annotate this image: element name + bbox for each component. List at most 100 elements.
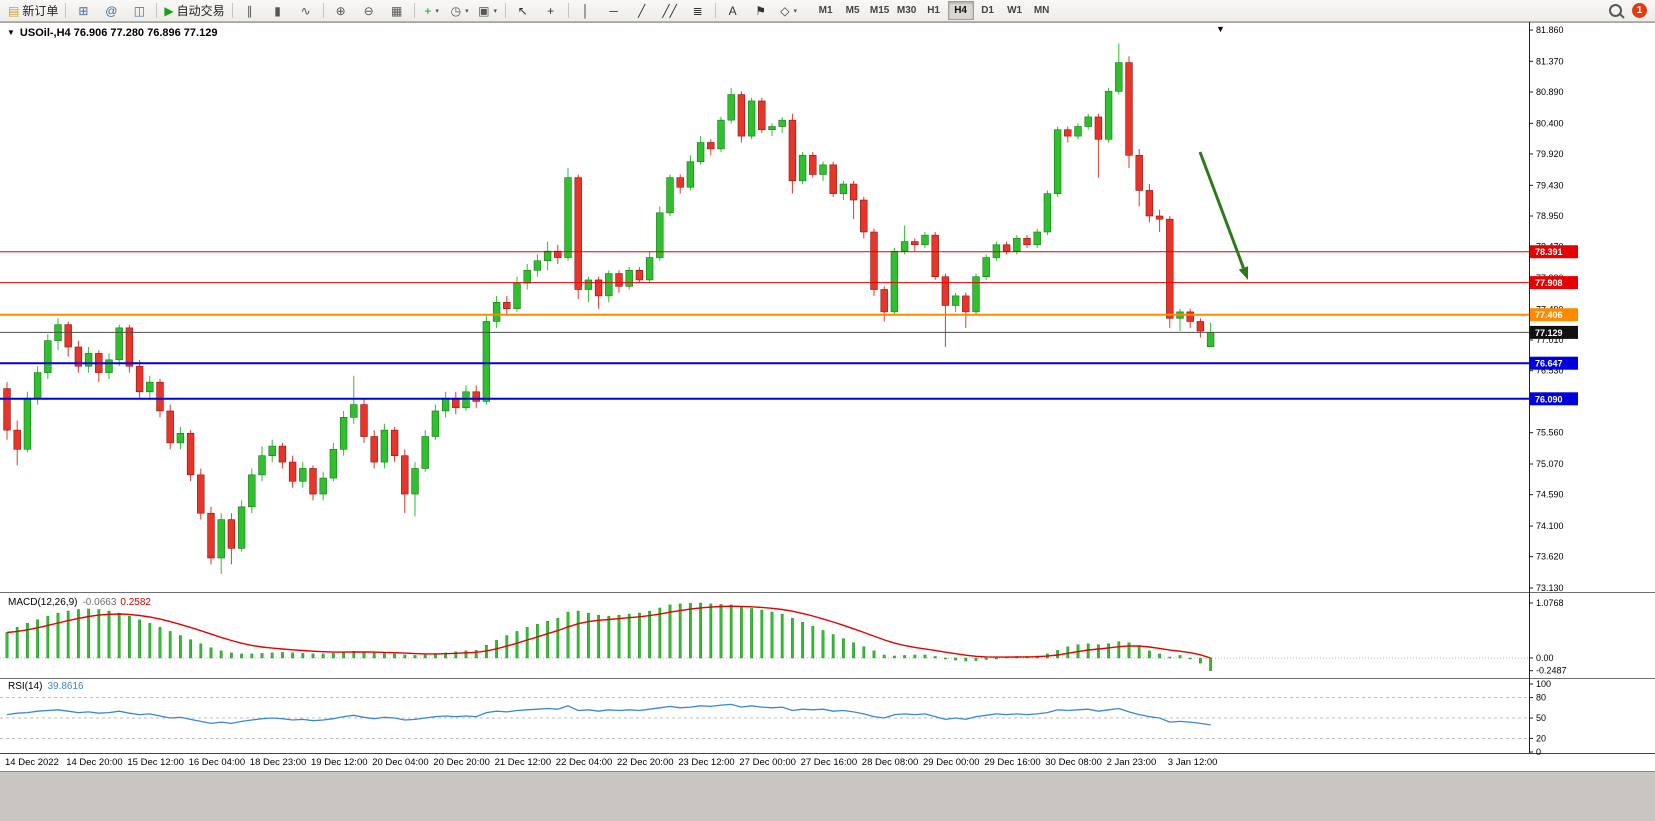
grid-icon: ▦ [390, 3, 403, 18]
price-axis[interactable] [1529, 22, 1655, 753]
chevron-down-icon[interactable]: ▾ [793, 7, 797, 15]
timeframe-d1-button[interactable]: D1 [981, 5, 994, 16]
svg-text:74.590: 74.590 [1536, 490, 1564, 500]
vertical-line-button[interactable]: │ [572, 0, 600, 21]
autotrade-icon: ▶ [164, 3, 174, 18]
timeframe-h4-button[interactable]: H4 [947, 1, 974, 20]
svg-text:77.010: 77.010 [1536, 335, 1564, 345]
svg-text:75.070: 75.070 [1536, 459, 1564, 469]
timeframe-m15-button[interactable]: M15 [869, 5, 890, 16]
svg-text:21 Dec 12:00: 21 Dec 12:00 [495, 757, 552, 768]
cursor-icon: ↖ [517, 3, 528, 18]
templates-button[interactable]: ▣ ▾ [474, 0, 502, 21]
timeframe-m1-button[interactable]: M1 [818, 5, 833, 16]
chevron-down-icon[interactable]: ▾ [493, 7, 498, 15]
candlestick-chart-button[interactable]: ▮ [264, 0, 292, 21]
svg-text:18 Dec 23:00: 18 Dec 23:00 [250, 757, 307, 768]
charts-grid-button[interactable]: ⊞ [69, 0, 97, 21]
chevron-down-icon[interactable]: ▾ [465, 7, 469, 15]
price-badge [1530, 245, 1578, 259]
svg-text:79.430: 79.430 [1536, 180, 1564, 190]
macd-main-value: -0.0663 [82, 597, 117, 608]
svg-text:80.890: 80.890 [1536, 87, 1564, 97]
arrow-annotation-head[interactable] [1238, 266, 1249, 280]
svg-text:73.620: 73.620 [1536, 552, 1564, 562]
label-button[interactable]: ⚑ [747, 0, 775, 21]
toolbar-separator [65, 3, 67, 18]
trendline-button[interactable]: ╱ [628, 0, 656, 21]
svg-text:30 Dec 08:00: 30 Dec 08:00 [1045, 757, 1102, 768]
price-badge [1530, 308, 1578, 322]
svg-text:78.950: 78.950 [1536, 211, 1564, 221]
crosshair-button[interactable]: + [537, 0, 565, 21]
svg-text:14 Dec 20:00: 14 Dec 20:00 [66, 757, 123, 768]
toolbar: ▤ 新订单 ⊞ @ ◫ ▶ 自动交易 ∥ ▮ ∿ ⊕ ⊖ ▦ + ▾ ◷ ▾ ▣ ▾ ↖ + │ ─ ╱ ╱╱ ≣ A ⚑ ◇ ▾ M1 M… [0, 0, 1655, 22]
navigator-button[interactable]: ◫ [125, 0, 153, 21]
svg-text:0: 0 [1536, 747, 1541, 757]
chart-canvas[interactable]: 81.860 81.370 80.890 80.400 79.920 79.430 78.9… [0, 22, 1655, 771]
new-order-button[interactable]: ▤ 新订单 [4, 0, 62, 21]
grid-button[interactable]: ▦ [383, 0, 411, 21]
svg-text:100: 100 [1536, 679, 1551, 689]
timeframe-mn-button[interactable]: MN [1033, 5, 1050, 16]
rsi-indicator-label: RSI(14) 39.8616 [8, 681, 84, 692]
cursor-button[interactable]: ↖ [509, 0, 537, 21]
rsi-name: RSI(14) [8, 681, 43, 692]
svg-text:29 Dec 00:00: 29 Dec 00:00 [923, 757, 980, 768]
svg-text:78.391: 78.391 [1535, 247, 1563, 257]
periods-button[interactable]: ◷ ▾ [446, 0, 474, 21]
window-bottom-strip [0, 771, 1655, 821]
label-icon: ⚑ [755, 3, 766, 18]
svg-text:73.130: 73.130 [1536, 583, 1564, 593]
channel-icon: ╱╱ [662, 3, 677, 18]
horizontal-line-icon: ─ [609, 3, 618, 18]
timeframe-w1-button[interactable]: W1 [1007, 5, 1023, 16]
candlestick-series [3, 43, 1215, 574]
timeframe-m30-button[interactable]: M30 [896, 5, 917, 16]
rsi-line [6, 703, 1211, 726]
market-watch-icon: @ [105, 3, 118, 18]
svg-text:81.370: 81.370 [1536, 56, 1564, 66]
rsi-value: 39.8616 [47, 681, 84, 692]
bar-chart-button[interactable]: ∥ [236, 0, 264, 21]
notification-badge[interactable]: 1 [1632, 3, 1647, 18]
new-order-icon: ▤ [8, 3, 20, 18]
time-axis-labels: 14 Dec 2022 14 Dec 20:00 15 Dec 12:00 16 De… [5, 757, 1217, 768]
svg-text:16 Dec 04:00: 16 Dec 04:00 [189, 757, 246, 768]
indicators-button[interactable]: + ▾ [418, 0, 446, 21]
crosshair-icon: + [547, 3, 555, 18]
zoom-in-icon: ⊕ [335, 3, 346, 18]
timeframe-m5-button[interactable]: M5 [845, 5, 860, 16]
timeframe-h1-button[interactable]: H1 [927, 5, 940, 16]
fibonacci-icon: ≣ [692, 3, 703, 18]
macd-signal-value: 0.2582 [120, 597, 151, 608]
svg-text:76.530: 76.530 [1536, 366, 1564, 376]
chart-collapse-icon[interactable]: ▼ [7, 28, 15, 37]
svg-text:81.860: 81.860 [1536, 25, 1564, 35]
shapes-button[interactable]: ◇ ▾ [775, 0, 803, 21]
chart-title: ▼ USOil-,H4 76.906 77.280 76.896 77.129 [7, 27, 217, 39]
autotrade-button[interactable]: ▶ 自动交易 [160, 0, 228, 21]
time-axis[interactable] [0, 753, 1529, 771]
market-watch-button[interactable]: @ [97, 0, 125, 21]
arrow-annotation[interactable] [1198, 151, 1245, 269]
zoom-out-icon: ⊖ [363, 3, 374, 18]
toolbar-separator [504, 3, 506, 18]
chevron-down-icon[interactable]: ▾ [435, 7, 439, 15]
macd-indicator-label: MACD(12,26,9) -0.0663 0.2582 [8, 597, 151, 608]
zoom-out-button[interactable]: ⊖ [355, 0, 383, 21]
channel-button[interactable]: ╱╱ [656, 0, 684, 21]
svg-text:74.100: 74.100 [1536, 521, 1564, 531]
fibonacci-button[interactable]: ≣ [684, 0, 712, 21]
line-chart-button[interactable]: ∿ [292, 0, 320, 21]
text-button[interactable]: A [719, 0, 747, 21]
horizontal-line-button[interactable]: ─ [600, 0, 628, 21]
toolbar-separator [714, 3, 716, 18]
scroll-marker-icon[interactable]: ▼ [1216, 24, 1225, 34]
search-icon[interactable] [1609, 4, 1622, 17]
svg-text:76.647: 76.647 [1535, 359, 1563, 369]
price-badge [1530, 392, 1578, 406]
toolbar-separator [567, 3, 569, 18]
zoom-in-button[interactable]: ⊕ [327, 0, 355, 21]
